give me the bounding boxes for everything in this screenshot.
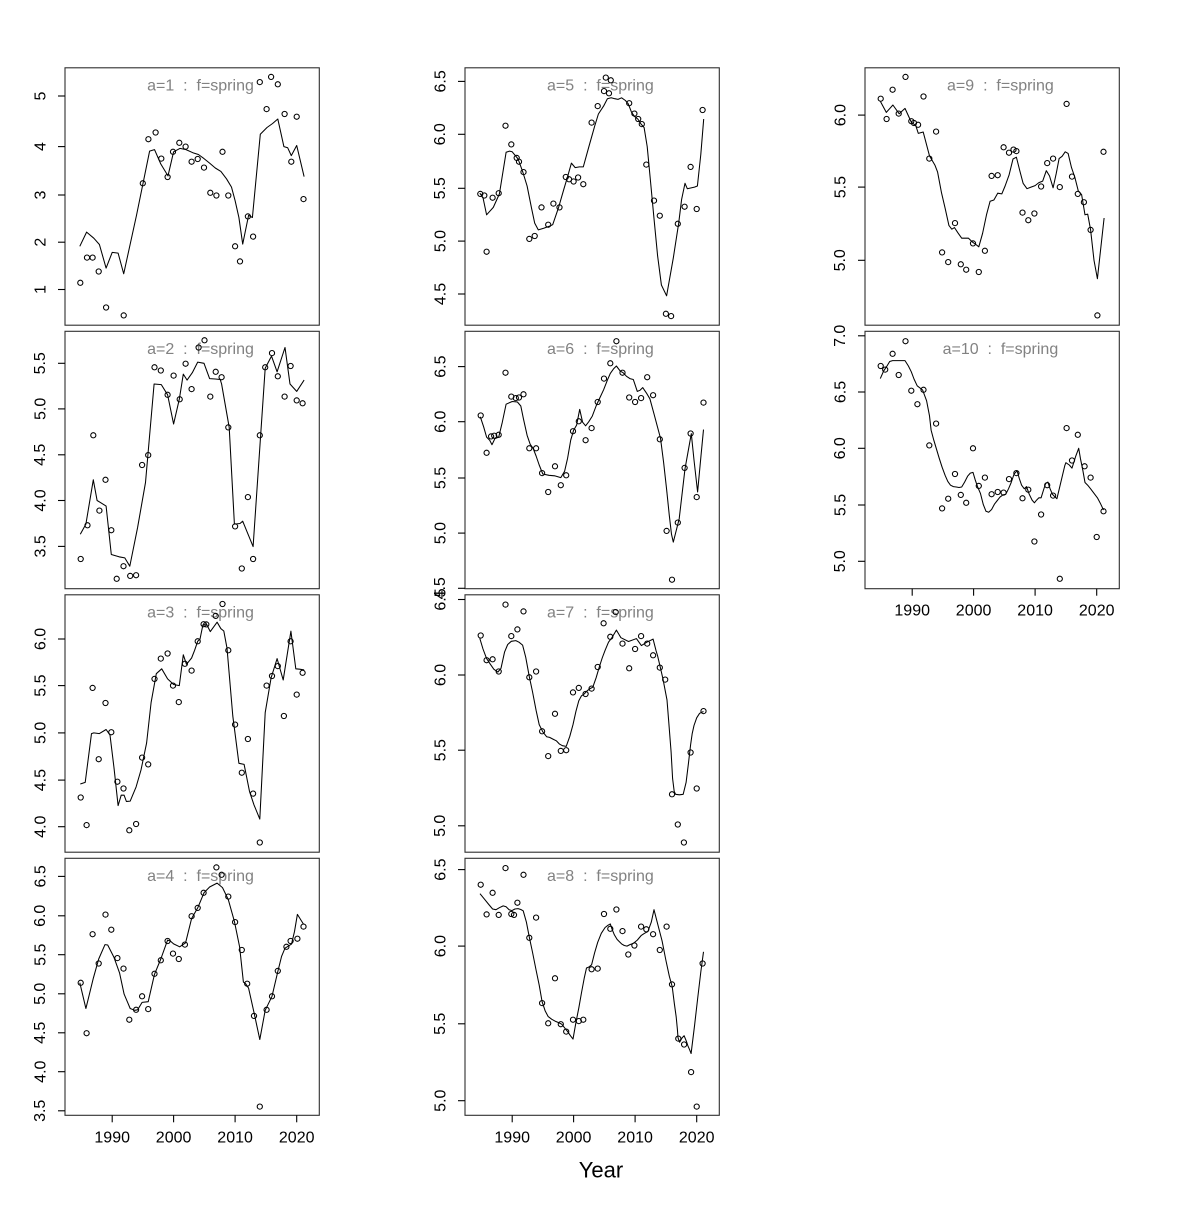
svg-text:a=6 : f=spring: a=6 : f=spring [547,341,654,358]
svg-text:6.0: 6.0 [432,123,449,145]
svg-text:2000: 2000 [556,1129,592,1146]
svg-text:1: 1 [32,285,49,294]
svg-text:a=4 : f=spring: a=4 : f=spring [147,868,254,885]
svg-text:2010: 2010 [217,1129,253,1146]
svg-text:a=5 : f=spring: a=5 : f=spring [547,77,654,94]
svg-text:4.5: 4.5 [432,577,449,599]
svg-text:4.0: 4.0 [32,815,49,837]
svg-text:5.0: 5.0 [32,398,49,420]
svg-text:5.5: 5.5 [432,1013,449,1035]
svg-text:5.0: 5.0 [432,1089,449,1111]
svg-text:a=1 : f=spring: a=1 : f=spring [147,77,254,94]
svg-text:4.0: 4.0 [32,489,49,511]
svg-text:2000: 2000 [156,1129,192,1146]
svg-text:4.5: 4.5 [32,1022,49,1044]
svg-text:a=9 : f=spring: a=9 : f=spring [947,77,1054,94]
svg-text:6.0: 6.0 [32,628,49,650]
svg-text:5.0: 5.0 [32,722,49,744]
svg-text:4.0: 4.0 [32,1060,49,1082]
svg-text:4.5: 4.5 [432,283,449,305]
svg-text:2010: 2010 [617,1129,653,1146]
svg-text:5.0: 5.0 [32,983,49,1005]
svg-text:5.5: 5.5 [432,177,449,199]
svg-text:5.5: 5.5 [832,494,849,516]
svg-text:3.5: 3.5 [32,535,49,557]
svg-text:Year: Year [579,1158,623,1183]
svg-text:4.5: 4.5 [32,444,49,466]
svg-text:5.0: 5.0 [832,249,849,271]
svg-text:4: 4 [32,142,49,151]
svg-text:a=3 : f=spring: a=3 : f=spring [147,604,254,621]
svg-text:2020: 2020 [1079,603,1115,620]
svg-text:6.5: 6.5 [832,381,849,403]
svg-text:5.5: 5.5 [32,943,49,965]
svg-text:6.5: 6.5 [432,588,449,610]
svg-text:6.0: 6.0 [432,935,449,957]
svg-text:1990: 1990 [494,1129,530,1146]
svg-text:2000: 2000 [956,603,992,620]
svg-text:5.5: 5.5 [432,739,449,761]
svg-text:5.5: 5.5 [432,467,449,489]
svg-text:1990: 1990 [894,603,930,620]
svg-text:2010: 2010 [1017,603,1053,620]
svg-text:5.0: 5.0 [832,550,849,572]
svg-text:5.5: 5.5 [32,352,49,374]
svg-text:a=7 : f=spring: a=7 : f=spring [547,604,654,621]
svg-text:6.0: 6.0 [432,410,449,432]
svg-text:a=10 : f=spring: a=10 : f=spring [943,341,1059,358]
svg-text:6.0: 6.0 [32,905,49,927]
svg-text:5.5: 5.5 [32,674,49,696]
svg-text:5.0: 5.0 [432,815,449,837]
svg-text:6.0: 6.0 [832,104,849,126]
svg-text:2: 2 [32,238,49,247]
svg-text:6.5: 6.5 [432,858,449,880]
svg-text:6.5: 6.5 [432,70,449,92]
svg-text:a=8 : f=spring: a=8 : f=spring [547,868,654,885]
svg-text:7.0: 7.0 [832,325,849,347]
svg-text:6.5: 6.5 [32,865,49,887]
svg-text:3.5: 3.5 [32,1100,49,1122]
svg-text:2020: 2020 [279,1129,315,1146]
svg-text:6.5: 6.5 [432,355,449,377]
svg-text:6.0: 6.0 [832,437,849,459]
svg-text:3: 3 [32,190,49,199]
svg-text:5.0: 5.0 [432,522,449,544]
svg-text:5: 5 [32,91,49,100]
svg-text:2020: 2020 [679,1129,715,1146]
svg-text:6.0: 6.0 [432,664,449,686]
svg-text:1990: 1990 [94,1129,130,1146]
svg-text:5.0: 5.0 [432,230,449,252]
svg-text:5.5: 5.5 [832,176,849,198]
svg-text:4.5: 4.5 [32,769,49,791]
